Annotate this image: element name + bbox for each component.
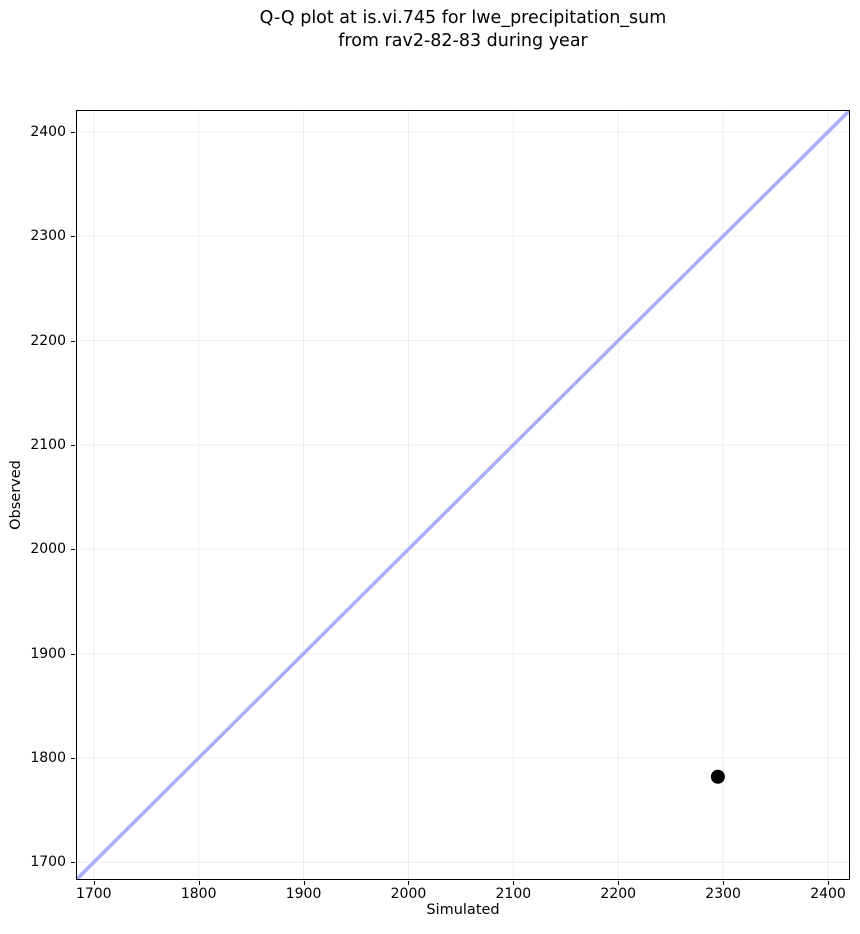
x-tick-mark	[513, 881, 515, 885]
x-tick-label: 1800	[180, 886, 217, 902]
identity-line	[77, 111, 849, 879]
x-tick-label: 1700	[75, 886, 112, 902]
y-tick-label: 2300	[30, 228, 66, 245]
plot-area	[76, 110, 850, 880]
x-tick-mark	[198, 881, 200, 885]
x-tick-label: 2300	[705, 886, 741, 902]
y-tick-mark	[71, 862, 75, 864]
plot-canvas	[77, 111, 849, 879]
chart-title: Q-Q plot at is.vi.745 for lwe_precipitat…	[259, 8, 667, 51]
y-tick-label: 2000	[30, 541, 66, 558]
data-point	[710, 769, 725, 784]
y-tick-label: 2200	[30, 332, 66, 349]
x-axis-label: Simulated	[426, 902, 500, 918]
y-tick-label: 1800	[30, 749, 66, 766]
y-tick-mark	[71, 757, 75, 759]
x-tick-mark	[723, 881, 725, 885]
x-tick-label: 2400	[810, 886, 846, 902]
x-tick-mark	[828, 881, 830, 885]
y-tick-label: 1700	[30, 854, 66, 871]
y-tick-mark	[71, 444, 75, 446]
y-tick-label: 1900	[30, 645, 66, 662]
x-tick-label: 2200	[600, 886, 637, 902]
x-tick-label: 2000	[390, 886, 427, 902]
y-tick-label: 2400	[30, 123, 66, 140]
y-tick-mark	[71, 340, 75, 342]
y-tick-label: 2100	[30, 436, 66, 453]
y-tick-mark	[71, 131, 75, 133]
x-tick-mark	[408, 881, 410, 885]
x-tick-label: 1900	[285, 886, 322, 902]
y-axis-label: Observed	[8, 460, 24, 530]
x-tick-mark	[93, 881, 95, 885]
y-tick-mark	[71, 236, 75, 238]
x-tick-label: 2100	[495, 886, 532, 902]
x-tick-mark	[618, 881, 620, 885]
y-tick-mark	[71, 549, 75, 551]
y-tick-mark	[71, 653, 75, 655]
x-tick-mark	[303, 881, 305, 885]
